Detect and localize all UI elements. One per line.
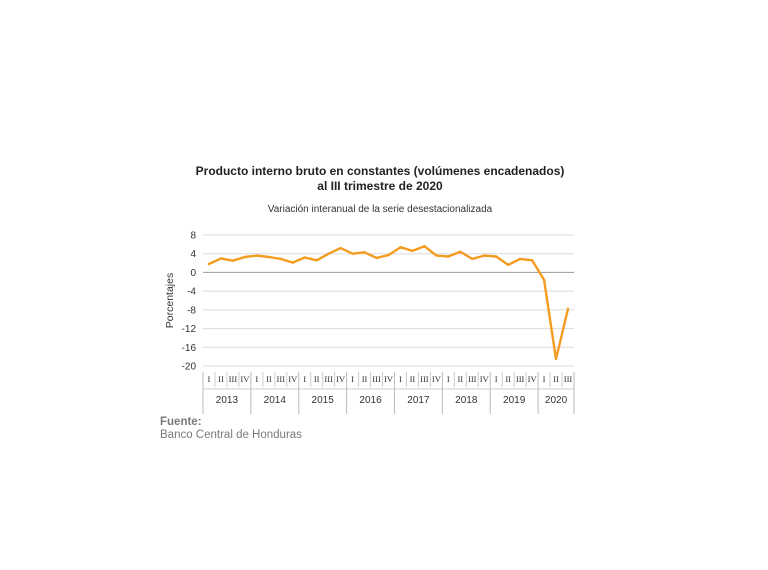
- data-point: [447, 255, 450, 258]
- x-tick-label: II: [218, 374, 224, 384]
- x-tick-label: III: [516, 374, 525, 384]
- x-tick-label: IV: [528, 374, 538, 384]
- data-point: [411, 249, 414, 253]
- data-point: [542, 278, 546, 282]
- x-tick-label: I: [255, 374, 258, 384]
- x-tick-label: I: [543, 374, 546, 384]
- data-point: [375, 256, 378, 260]
- data-point: [339, 246, 342, 250]
- data-point: [483, 254, 486, 257]
- data-point: [554, 357, 558, 361]
- y-tick-label: -12: [182, 324, 197, 335]
- x-tick-label: I: [447, 374, 450, 384]
- year-label: 2014: [264, 395, 287, 406]
- y-tick-label: 4: [190, 249, 196, 260]
- x-tick-label: IV: [480, 374, 490, 384]
- year-label: 2017: [407, 395, 430, 406]
- x-tick-label: III: [277, 374, 286, 384]
- data-point: [459, 250, 462, 254]
- data-point: [231, 259, 235, 262]
- source-text: Banco Central de Honduras: [160, 429, 302, 441]
- data-point: [219, 257, 223, 260]
- x-tick-label: I: [303, 374, 306, 384]
- data-point: [291, 261, 294, 264]
- data-point: [303, 256, 306, 259]
- data-point: [495, 255, 498, 258]
- year-label: 2020: [545, 395, 568, 406]
- x-tick-label: IV: [288, 374, 298, 384]
- data-point: [518, 257, 522, 261]
- x-tick-label: II: [410, 374, 416, 384]
- x-tick-label: I: [399, 374, 402, 384]
- x-tick-label: I: [495, 374, 498, 384]
- x-tick-label: II: [553, 374, 559, 384]
- data-point: [471, 257, 474, 261]
- chart-title-line-1: Producto interno bruto en constantes (vo…: [195, 164, 565, 178]
- data-point: [435, 254, 438, 257]
- series-line: [207, 244, 570, 361]
- data-point: [315, 259, 318, 262]
- chart-container: Producto interno bruto en constantes (vo…: [150, 160, 610, 460]
- data-point: [243, 255, 247, 259]
- data-point: [530, 259, 534, 262]
- y-tick-label: -8: [187, 305, 196, 316]
- year-label: 2016: [359, 395, 382, 406]
- data-point: [255, 254, 259, 257]
- chart-subtitle: Variación interanual de la serie desesta…: [267, 204, 493, 215]
- x-tick-label: IV: [432, 374, 442, 384]
- chart-title: Producto interno bruto en constantes (vo…: [150, 164, 610, 194]
- x-tick-label: IV: [336, 374, 346, 384]
- y-tick-label: -4: [187, 287, 196, 298]
- x-tick-label: III: [468, 374, 477, 384]
- x-tick-label: I: [208, 374, 211, 384]
- x-tick-label: II: [266, 374, 272, 384]
- data-point: [279, 257, 282, 261]
- x-tick-label: II: [362, 374, 368, 384]
- y-tick-label: -20: [182, 362, 197, 373]
- source-label: Fuente:: [160, 416, 202, 428]
- data-point: [399, 245, 402, 249]
- data-point: [506, 263, 510, 267]
- x-tick-label: IV: [240, 374, 250, 384]
- data-point: [327, 252, 330, 255]
- x-tick-label: IV: [384, 374, 394, 384]
- data-point: [423, 245, 426, 248]
- y-tick-label: 8: [190, 231, 196, 242]
- x-tick-label: III: [564, 374, 573, 384]
- y-tick-label: 0: [190, 268, 196, 279]
- x-tick-label: III: [372, 374, 381, 384]
- data-point: [387, 253, 390, 257]
- data-point: [351, 252, 354, 255]
- year-label: 2019: [503, 395, 526, 406]
- data-point: [566, 307, 570, 311]
- data-point: [363, 251, 366, 254]
- y-tick-label: -16: [182, 343, 197, 354]
- x-tick-label: I: [351, 374, 354, 384]
- x-tick-label: II: [314, 374, 320, 384]
- source-note: Fuente: Banco Central de Honduras: [160, 416, 302, 441]
- x-tick-label: II: [457, 374, 463, 384]
- year-label: 2015: [312, 395, 335, 406]
- x-tick-label: III: [324, 374, 333, 384]
- year-label: 2018: [455, 395, 478, 406]
- chart-title-line-2: al III trimestre de 2020: [317, 179, 443, 193]
- data-point: [207, 262, 211, 266]
- x-tick-label: III: [229, 374, 238, 384]
- x-tick-label: II: [505, 374, 511, 384]
- x-tick-label: III: [420, 374, 429, 384]
- data-point: [267, 255, 271, 259]
- year-label: 2013: [216, 395, 239, 406]
- y-axis-label: Porcentajes: [164, 273, 176, 328]
